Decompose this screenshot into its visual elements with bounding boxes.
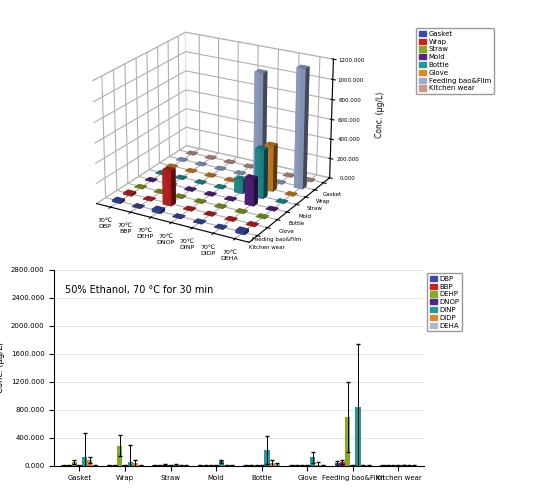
Bar xyxy=(163,465,168,466)
Bar xyxy=(82,457,87,465)
Text: 50% Ethanol, 70 °C for 30 min: 50% Ethanol, 70 °C for 30 min xyxy=(65,285,214,295)
Bar xyxy=(87,460,92,465)
Bar xyxy=(117,446,122,466)
Bar xyxy=(264,450,269,465)
Bar xyxy=(310,457,315,465)
Bar xyxy=(173,465,178,466)
Y-axis label: Conc. (μg/L): Conc. (μg/L) xyxy=(0,342,5,393)
Bar xyxy=(356,407,361,466)
Legend: Gasket, Wrap, Straw, Mold, Bottle, Glove, Feeding bao&Film, Kitchen wear: Gasket, Wrap, Straw, Mold, Bottle, Glove… xyxy=(416,28,494,94)
Bar xyxy=(345,416,350,466)
Bar xyxy=(128,462,133,466)
Bar xyxy=(340,462,345,466)
Legend: DBP, BBP, DEHP, DNOP, DINP, DIDP, DEHA: DBP, BBP, DEHP, DNOP, DINP, DIDP, DEHA xyxy=(427,273,462,331)
Bar xyxy=(269,464,275,465)
Bar xyxy=(334,464,340,465)
Bar xyxy=(72,462,77,466)
Bar xyxy=(133,464,138,465)
Bar xyxy=(219,461,224,466)
Bar xyxy=(275,464,280,466)
